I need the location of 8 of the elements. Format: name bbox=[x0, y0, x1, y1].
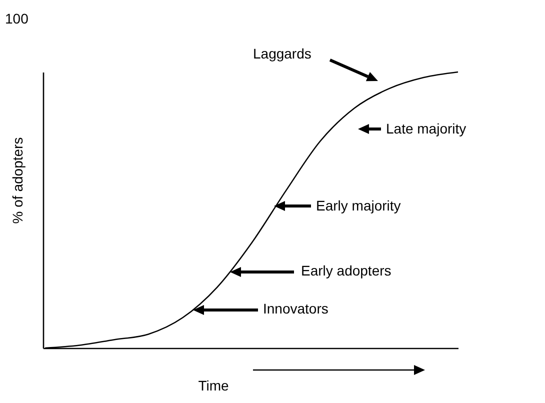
annotation: Late majority bbox=[386, 120, 466, 137]
annotation: Innovators bbox=[263, 300, 328, 317]
annotation: Early adopters bbox=[301, 262, 392, 279]
x-axis-title: Time bbox=[198, 378, 230, 394]
annotation: Early majority bbox=[316, 198, 401, 214]
y-axis-title: % of adopters bbox=[10, 137, 26, 224]
text: Laggards bbox=[253, 46, 312, 62]
text: 100 bbox=[5, 10, 29, 27]
